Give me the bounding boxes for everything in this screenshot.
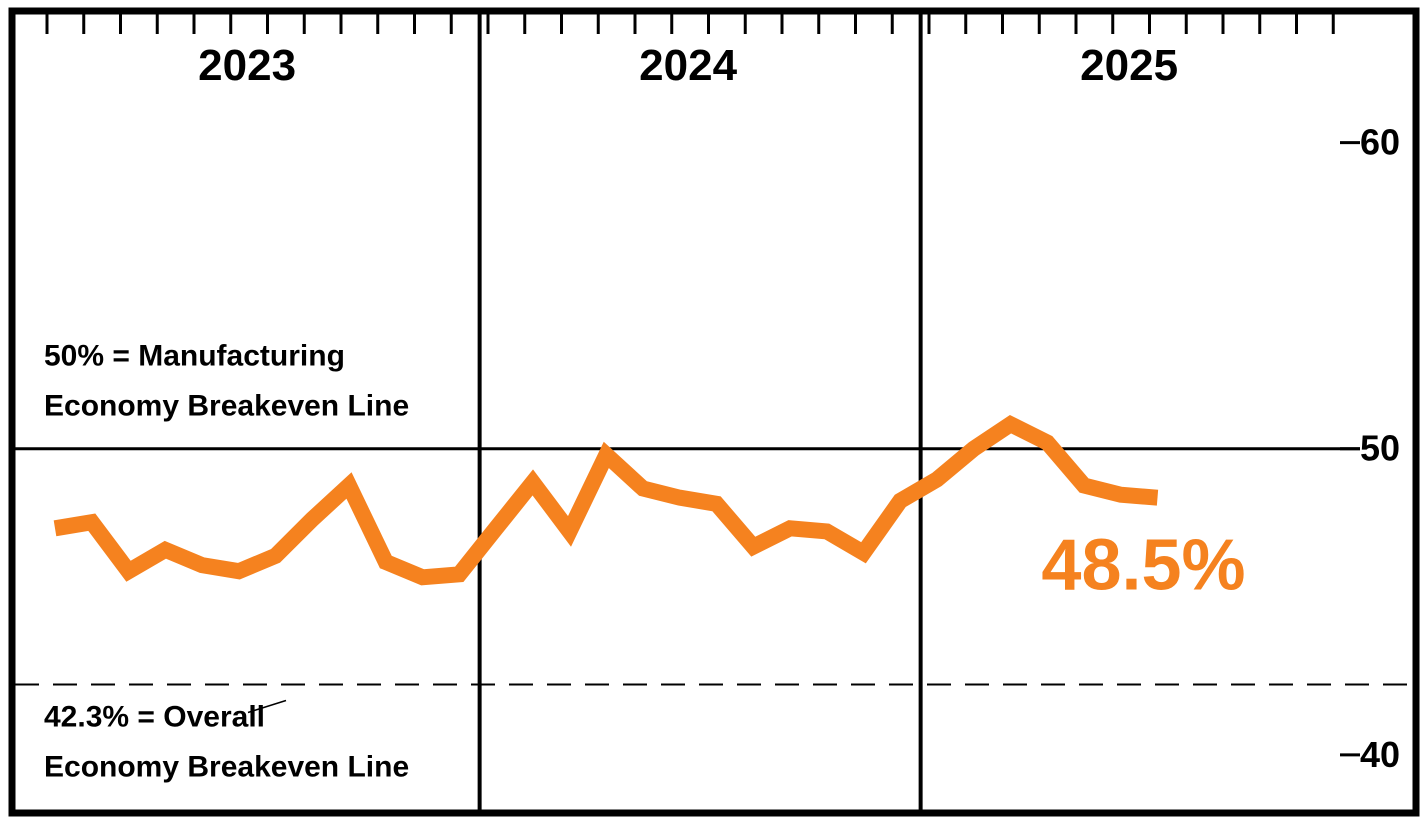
y-tick-label-50: 50 <box>1360 428 1400 469</box>
year-label-2023: 2023 <box>198 41 296 90</box>
latest-value-callout: 48.5% <box>1041 526 1245 606</box>
reference-note-50-line-2: Economy Breakeven Line <box>44 390 409 423</box>
reference-note-50-line-1: 50% = Manufacturing <box>44 340 345 373</box>
y-tick-label-40: 40 <box>1360 734 1400 775</box>
chart-frame <box>8 7 1420 817</box>
reference-note-leader-42.3 <box>247 699 287 714</box>
series-line-0 <box>53 414 1159 586</box>
year-label-2024: 2024 <box>639 41 737 90</box>
reference-note-42.3-line-1: 42.3% = Overall <box>44 700 265 733</box>
series-layer <box>53 414 1159 586</box>
text-layer: 2023 2024 2025 60 50 40 50% = Manufacturing Eco… <box>44 41 1400 783</box>
reference-note-42.3-line-2: Economy Breakeven Line <box>44 750 409 783</box>
grid-layer <box>45 14 1360 810</box>
year-label-2025: 2025 <box>1080 41 1178 90</box>
reference-lines-layer <box>15 447 1412 686</box>
y-tick-label-60: 60 <box>1360 122 1400 163</box>
